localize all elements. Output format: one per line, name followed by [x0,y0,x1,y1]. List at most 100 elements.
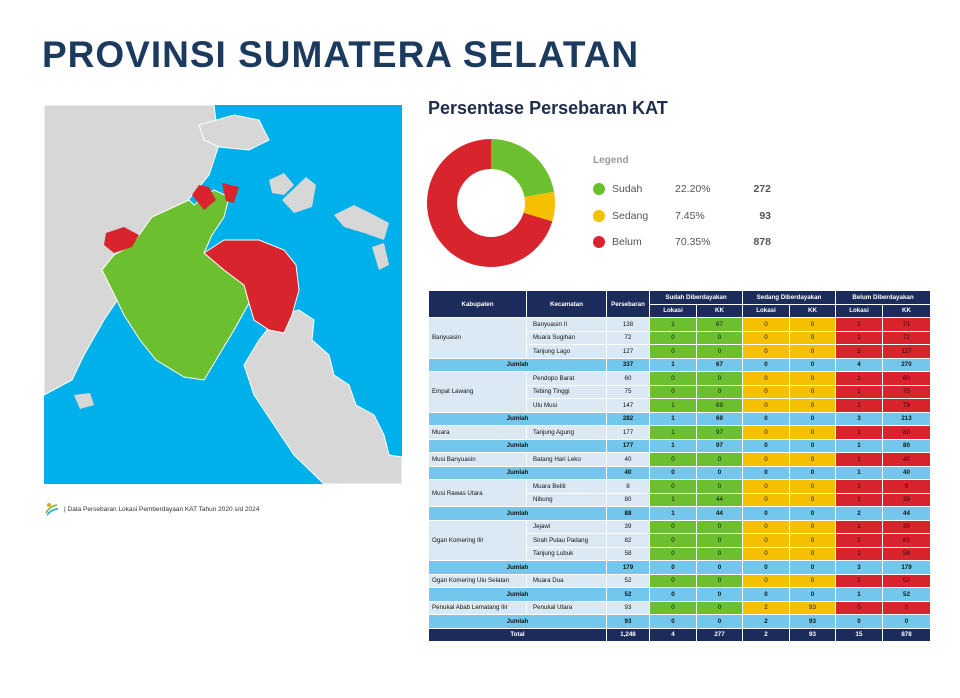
map-land [243,309,402,484]
table-body: Banyuasin Banyuasin II 138 1 67 0 0 1 71 Muara Su… [428,317,931,642]
map-region-belum [222,183,239,203]
subtotal-value: 1 [835,465,883,480]
cell-value: 0 [649,452,697,467]
cell-value: 1 [835,371,883,386]
subtotal-value: 69 [696,411,743,426]
cell-value: 0 [649,384,697,399]
cell-value: 0 [696,479,743,494]
cell-value: 0 [789,384,836,399]
total-value: 277 [696,627,743,642]
cell-kecamatan: Penukal Utara [526,600,607,615]
page-title: PROVINSI SUMATERA SELATAN [42,34,640,75]
subtotal-value: 177 [606,438,650,453]
total-value: 878 [882,627,931,642]
cell-value: 8 [606,479,650,494]
cell-kabupaten: Banyuasin [428,317,527,359]
cell-value: 0 [789,398,836,413]
subtotal-label: Jumlah [428,465,607,480]
table-row: Banyuasin Banyuasin II 138 1 67 0 0 1 71 [428,317,931,359]
donut-chart [427,139,555,267]
subtotal-value: 337 [606,357,650,372]
subtotal-value: 52 [606,587,650,602]
cell-value: 0 [742,344,790,359]
cell-kecamatan: Ulu Musi [526,398,607,413]
subtotal-value: 44 [696,506,743,521]
subtotal-row: Jumlah 93 0 0 2 93 0 0 [428,614,931,629]
cell-value: 78 [882,398,931,413]
cell-value: 52 [882,573,931,588]
subtotal-value: 213 [882,411,931,426]
subtotal-value: 0 [789,587,836,602]
cell-value: 0 [649,344,697,359]
legend-name: Sedang [612,209,649,222]
cell-value: 69 [696,398,743,413]
cell-value: 97 [696,425,743,440]
subtotal-value: 93 [606,614,650,629]
cell-value: 0 [696,384,743,399]
cell-value: 58 [882,546,931,561]
subtotal-value: 93 [789,614,836,629]
subtotal-value: 0 [789,560,836,575]
legend-dot-sedang [593,209,605,222]
total-value: 93 [789,627,836,642]
cell-value: 39 [882,519,931,534]
cell-value: 0 [789,573,836,588]
donut-slice-sedang [523,191,555,222]
cell-value: 1 [835,573,883,588]
cell-value: 0 [742,398,790,413]
cell-value: 0 [742,384,790,399]
cell-value: 75 [606,384,650,399]
subtotal-row: Jumlah 177 1 97 0 0 1 80 [428,438,931,453]
subtotal-value: 0 [649,560,697,575]
cell-value: 0 [696,452,743,467]
cell-kabupaten: Musi Rawas Utara [428,479,527,507]
kat-table: Kabupaten Kecamatan Persebaran Sudah Dib… [428,290,931,642]
cell-value: 1 [835,452,883,467]
cell-value: 0 [742,573,790,588]
subtotal-value: 1 [649,506,697,521]
cell-value: 82 [606,533,650,548]
cell-value: 1 [835,398,883,413]
cell-kabupaten: Empat Lawang [428,371,527,413]
legend-percent: 70.35% [675,236,711,249]
table-row: Ulu Musi 147 1 69 0 0 1 78 [429,398,931,413]
subtotal-value: 80 [882,438,931,453]
subtotal-label: Jumlah [428,357,607,372]
cell-kecamatan: Tanjung Lubuk [526,546,607,561]
subtotal-value: 1 [649,411,697,426]
total-label: Total [428,627,607,642]
subtotal-row: Jumlah 337 1 67 0 0 4 270 [428,357,931,372]
cell-value: 44 [696,492,743,507]
cell-value: 71 [882,317,931,332]
subtotal-value: 0 [742,438,790,453]
subtotal-value: 0 [649,465,697,480]
cell-value: 67 [696,317,743,332]
chart-legend: Legend Sudah 22.20% 272 Sedang 7.45% 93 … [593,155,771,256]
subtotal-row: Jumlah 88 1 44 0 0 2 44 [428,506,931,521]
legend-count: 272 [753,183,771,196]
cell-value: 1 [649,492,697,507]
cell-value: 52 [606,573,650,588]
cell-value: 0 [742,519,790,534]
source-note: | Data Persebaran Lokasi Pemberdayaan KA… [44,501,259,517]
cell-kecamatan: Jejawi [526,519,607,534]
subtotal-label: Jumlah [428,506,607,521]
header-sudah: Sudah Diberdayakan [649,290,743,305]
cell-value: 36 [882,492,931,507]
cell-value: 0 [742,425,790,440]
cell-value: 82 [882,533,931,548]
cell-value: 0 [789,425,836,440]
subtotal-value: 88 [606,506,650,521]
subtotal-label: Jumlah [428,411,607,426]
table-row: Penukal Abab Lematang Ilir Penukal Utara 9… [428,600,931,615]
header-lokasi: Lokasi [649,303,697,318]
cell-value: 0 [696,573,743,588]
cell-value: 39 [606,519,650,534]
table-row: Muara Tanjung Agung 177 1 97 0 0 1 80 [428,425,931,440]
cell-value: 60 [606,371,650,386]
table-row: Musi Banyuasin Batang Hari Leko 40 0 0 0 0 1 40 [428,452,931,467]
cell-value: 0 [789,330,836,345]
cell-value: 1 [835,317,883,332]
cell-value: 1 [835,479,883,494]
cell-kabupaten: Ogan Komering Ulu Selatan [428,573,527,588]
